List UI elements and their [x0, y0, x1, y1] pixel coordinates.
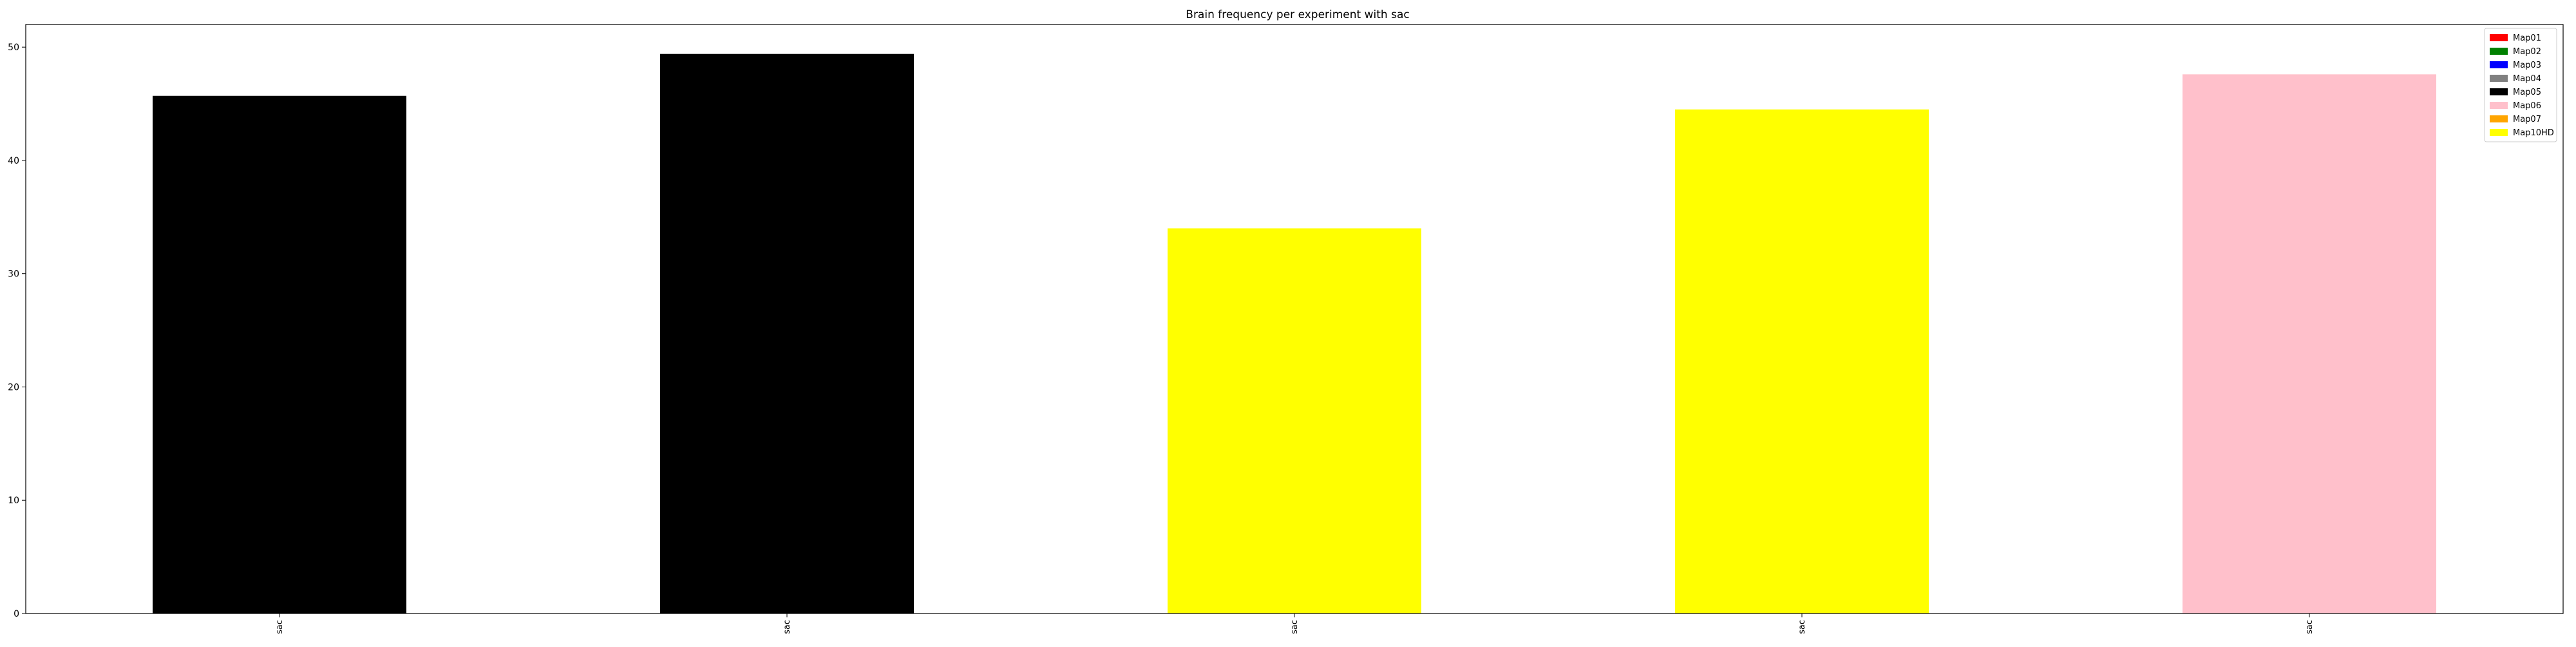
legend: Map01 Map02 Map03 Map04 Map05 Map06 Map07 Map10…	[2484, 28, 2557, 142]
bar	[660, 53, 914, 613]
plot-frame	[25, 24, 2564, 614]
legend-swatch	[2490, 48, 2508, 55]
legend-label: Map06	[2513, 101, 2541, 111]
legend-label: Map03	[2513, 61, 2541, 70]
y-tick-label: 20	[8, 382, 19, 392]
y-tick-label: 50	[8, 43, 19, 53]
legend-swatch	[2490, 115, 2508, 122]
legend-label: Map05	[2513, 88, 2541, 97]
legend-frame	[2484, 28, 2557, 142]
legend-swatch	[2490, 34, 2508, 41]
legend-label: Map02	[2513, 47, 2541, 57]
chart-title: Brain frequency per experiment with sac	[1186, 8, 1409, 21]
legend-swatch	[2490, 75, 2508, 82]
x-tick-label: sac	[275, 620, 285, 634]
y-tick-label: 40	[8, 156, 19, 166]
bar	[153, 95, 406, 613]
y-tick-label: 0	[14, 609, 19, 619]
x-tick-label: sac	[782, 620, 792, 634]
bar	[1675, 109, 1929, 614]
x-axis: sac sac sac sac sac	[275, 613, 2315, 634]
x-tick-label: sac	[2305, 620, 2315, 634]
legend-swatch	[2490, 102, 2508, 109]
legend-label: Map01	[2513, 34, 2541, 43]
x-tick-label: sac	[1290, 620, 1300, 634]
y-tick-label: 10	[8, 496, 19, 506]
bar	[1168, 228, 1421, 613]
legend-swatch	[2490, 88, 2508, 95]
legend-label: Map04	[2513, 74, 2541, 84]
bar	[2183, 74, 2436, 614]
bars-layer	[153, 53, 2436, 614]
legend-swatch	[2490, 129, 2508, 136]
legend-swatch	[2490, 61, 2508, 68]
x-tick-label: sac	[1797, 620, 1807, 634]
legend-label: Map07	[2513, 115, 2541, 124]
y-axis: 0 10 20 30 40 50	[8, 43, 26, 619]
legend-label: Map10HD	[2513, 128, 2554, 138]
y-tick-label: 30	[8, 269, 19, 280]
